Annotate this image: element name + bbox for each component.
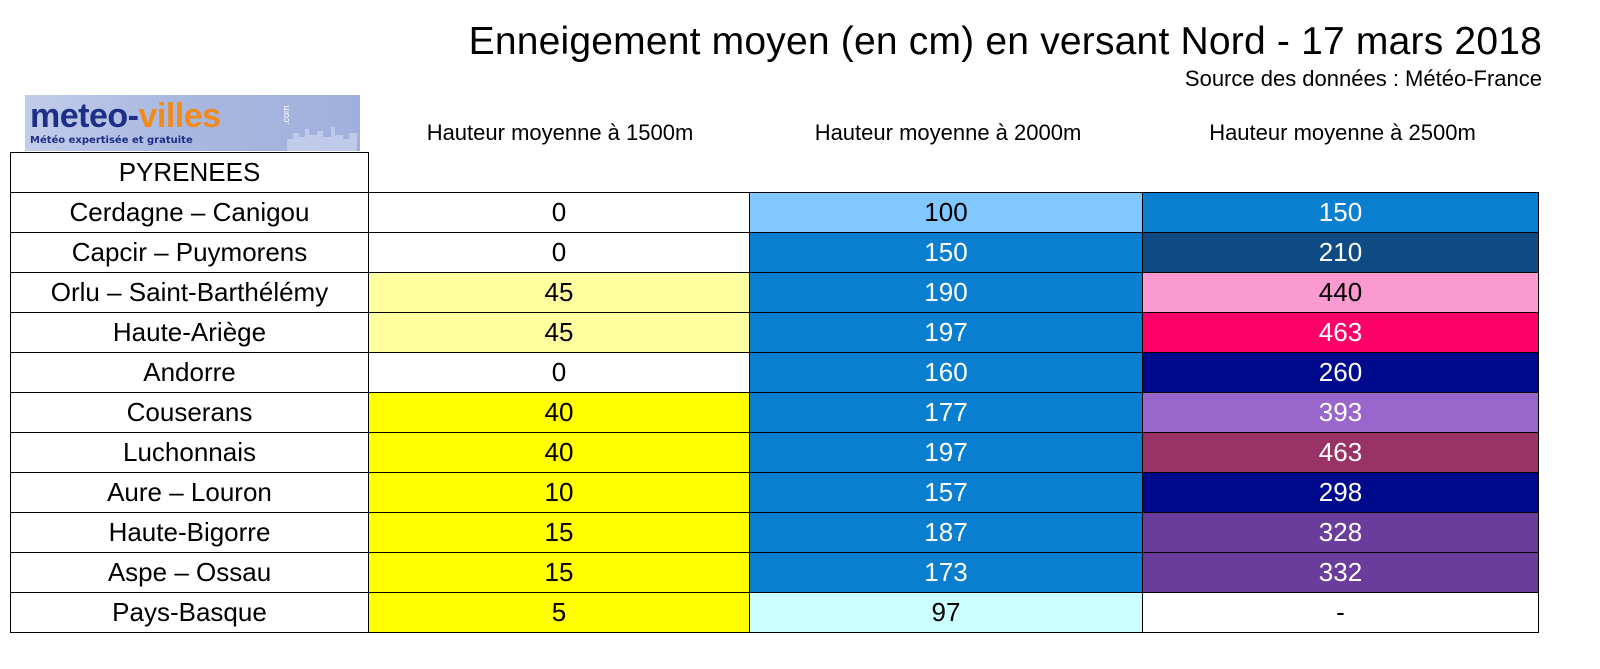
column-header-1500m: Hauteur moyenne à 1500m: [426, 120, 694, 145]
cell-1500m: 45: [368, 312, 750, 353]
table-row: Aspe – Ossau 15 173 332: [10, 552, 1539, 593]
table-row: Cerdagne – Canigou 0 100 150: [10, 192, 1539, 233]
massif-label: Orlu – Saint-Barthélémy: [10, 272, 369, 313]
region-row: PYRENEES: [10, 152, 1539, 193]
cell-2500m: 463: [1142, 312, 1539, 353]
table-row: Orlu – Saint-Barthélémy 45 190 440: [10, 272, 1539, 313]
massif-label: Aure – Louron: [10, 472, 369, 513]
cell-2000m: 177: [749, 392, 1143, 433]
cell-2500m: 298: [1142, 472, 1539, 513]
cell-1500m: 0: [368, 232, 750, 273]
cell-2500m: 328: [1142, 512, 1539, 553]
table-row: Capcir – Puymorens 0 150 210: [10, 232, 1539, 273]
cell-2000m: 197: [749, 312, 1143, 353]
cell-1500m: 40: [368, 432, 750, 473]
table-row: Andorre 0 160 260: [10, 352, 1539, 393]
cell-2500m: -: [1142, 592, 1539, 633]
site-logo[interactable]: meteo-villes .com Météo expertisée et gr…: [25, 95, 360, 151]
massif-label: Luchonnais: [10, 432, 369, 473]
massif-label: Aspe – Ossau: [10, 552, 369, 593]
massif-label: Andorre: [10, 352, 369, 393]
massif-label: Couserans: [10, 392, 369, 433]
table-row: Haute-Bigorre 15 187 328: [10, 512, 1539, 553]
region-label: PYRENEES: [10, 152, 369, 193]
column-header-2500m: Hauteur moyenne à 2500m: [1209, 120, 1476, 145]
empty-cell: [1143, 153, 1539, 193]
logo-tagline: Météo expertisée et gratuite: [30, 135, 193, 146]
cell-2500m: 210: [1142, 232, 1539, 273]
cell-2000m: 187: [749, 512, 1143, 553]
table-row: Aure – Louron 10 157 298: [10, 472, 1539, 513]
massif-label: Haute-Ariège: [10, 312, 369, 353]
cell-2500m: 393: [1142, 392, 1539, 433]
cell-1500m: 45: [368, 272, 750, 313]
city-skyline-icon: [287, 127, 357, 151]
cell-1500m: 0: [368, 352, 750, 393]
massif-label: Cerdagne – Canigou: [10, 192, 369, 233]
logo-brand: meteo-villes: [30, 97, 221, 136]
column-header-2000m: Hauteur moyenne à 2000m: [814, 120, 1082, 145]
cell-1500m: 10: [368, 472, 750, 513]
massif-label: Haute-Bigorre: [10, 512, 369, 553]
cell-2500m: 332: [1142, 552, 1539, 593]
cell-2000m: 97: [749, 592, 1143, 633]
cell-1500m: 40: [368, 392, 750, 433]
cell-1500m: 0: [368, 192, 750, 233]
empty-cell: [369, 153, 750, 193]
cell-1500m: 15: [368, 552, 750, 593]
cell-2000m: 150: [749, 232, 1143, 273]
table-row: Haute-Ariège 45 197 463: [10, 312, 1539, 353]
snow-depth-table: PYRENEES Cerdagne – Canigou 0 100 150 Capcir…: [10, 152, 1539, 633]
table-row: Couserans 40 177 393: [10, 392, 1539, 433]
cell-1500m: 5: [368, 592, 750, 633]
cell-2000m: 173: [749, 552, 1143, 593]
cell-2000m: 160: [749, 352, 1143, 393]
cell-2000m: 190: [749, 272, 1143, 313]
massif-label: Capcir – Puymorens: [10, 232, 369, 273]
table-row: Luchonnais 40 197 463: [10, 432, 1539, 473]
cell-2000m: 157: [749, 472, 1143, 513]
empty-cell: [750, 153, 1143, 193]
cell-2500m: 260: [1142, 352, 1539, 393]
cell-2500m: 440: [1142, 272, 1539, 313]
cell-1500m: 15: [368, 512, 750, 553]
page-title: Enneigement moyen (en cm) en versant Nor…: [468, 20, 1542, 63]
cell-2500m: 150: [1142, 192, 1539, 233]
massif-label: Pays-Basque: [10, 592, 369, 633]
cell-2500m: 463: [1142, 432, 1539, 473]
data-source: Source des données : Météo-France: [1184, 66, 1542, 91]
logo-brand-part2: villes: [138, 97, 221, 135]
logo-brand-part1: meteo-: [30, 97, 139, 135]
table-row: Pays-Basque 5 97-: [10, 592, 1539, 633]
cell-2000m: 197: [749, 432, 1143, 473]
cell-2000m: 100: [749, 192, 1143, 233]
